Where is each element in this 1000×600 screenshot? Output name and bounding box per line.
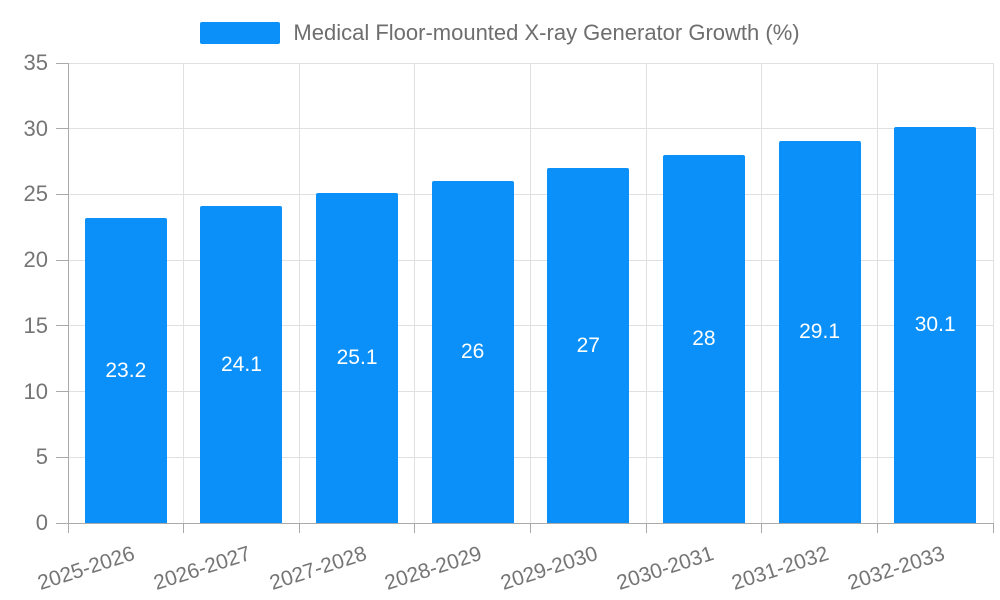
x-tick-label: 2026-2027 [150, 542, 254, 595]
bar-value-label: 27 [576, 333, 600, 357]
x-gridline [183, 63, 185, 523]
y-tick-label: 25 [23, 181, 48, 207]
y-tick-label: 5 [35, 444, 48, 470]
y-tick-label: 15 [23, 312, 48, 338]
x-axis-tick [183, 523, 185, 533]
y-axis-line [67, 63, 69, 523]
x-gridline [414, 63, 416, 523]
x-gridline [992, 63, 994, 523]
x-axis-tick [992, 523, 994, 533]
x-tick-label: 2028-2029 [382, 542, 485, 595]
y-axis-tick [56, 325, 68, 327]
x-tick-label: 2032-2033 [844, 542, 948, 595]
bar-value-label: 23.2 [105, 358, 147, 382]
y-axis-tick [56, 456, 68, 458]
bar-value-label: 30.1 [914, 313, 956, 337]
x-gridline [645, 63, 647, 523]
x-axis-tick [645, 523, 647, 533]
bar-value-label: 29.1 [799, 319, 840, 343]
y-tick-label: 10 [23, 378, 48, 404]
bar[interactable] [84, 218, 167, 523]
y-tick-label: 20 [23, 247, 48, 273]
y-axis-tick [56, 522, 68, 524]
bar-value-label: 24.1 [221, 352, 262, 376]
legend-item[interactable]: Medical Floor-mounted X-ray Generator Gr… [0, 20, 1000, 46]
y-tick-label: 35 [23, 50, 48, 75]
bar[interactable] [200, 206, 283, 523]
y-axis-tick [56, 62, 68, 64]
bar-value-label: 25.1 [336, 346, 378, 370]
legend-label: Medical Floor-mounted X-ray Generator Gr… [293, 20, 800, 45]
x-tick-label: 2031-2032 [729, 542, 832, 595]
y-axis-tick [56, 391, 68, 393]
bar[interactable] [431, 181, 514, 523]
x-tick-label: 2027-2028 [266, 542, 370, 595]
x-axis-tick [876, 523, 878, 533]
bar-value-label: 26 [461, 340, 485, 364]
bar[interactable] [547, 168, 630, 523]
y-tick-label: 0 [35, 510, 48, 535]
x-gridline [530, 63, 531, 523]
x-tick-label: 2030-2031 [613, 542, 717, 595]
y-axis-tick [56, 259, 68, 261]
x-axis-tick [298, 523, 300, 533]
x-axis-line [68, 522, 993, 524]
legend-marker [200, 22, 281, 44]
x-axis-tick [530, 523, 531, 533]
x-gridline [298, 63, 300, 523]
y-axis-tick [56, 128, 68, 130]
x-gridline [761, 63, 763, 523]
y-tick-label: 30 [23, 115, 48, 141]
bar[interactable] [894, 127, 977, 523]
bar[interactable] [316, 193, 399, 523]
x-axis-tick [414, 523, 416, 533]
y-axis-tick [56, 193, 68, 195]
bar[interactable] [662, 155, 745, 523]
x-tick-label: 2029-2030 [497, 542, 601, 595]
x-axis-tick [67, 523, 69, 533]
x-gridline [876, 63, 878, 523]
x-tick-label: 2025-2026 [35, 542, 138, 595]
bar[interactable] [778, 140, 861, 523]
bar-value-label: 28 [692, 327, 716, 350]
x-axis-tick [761, 523, 763, 533]
